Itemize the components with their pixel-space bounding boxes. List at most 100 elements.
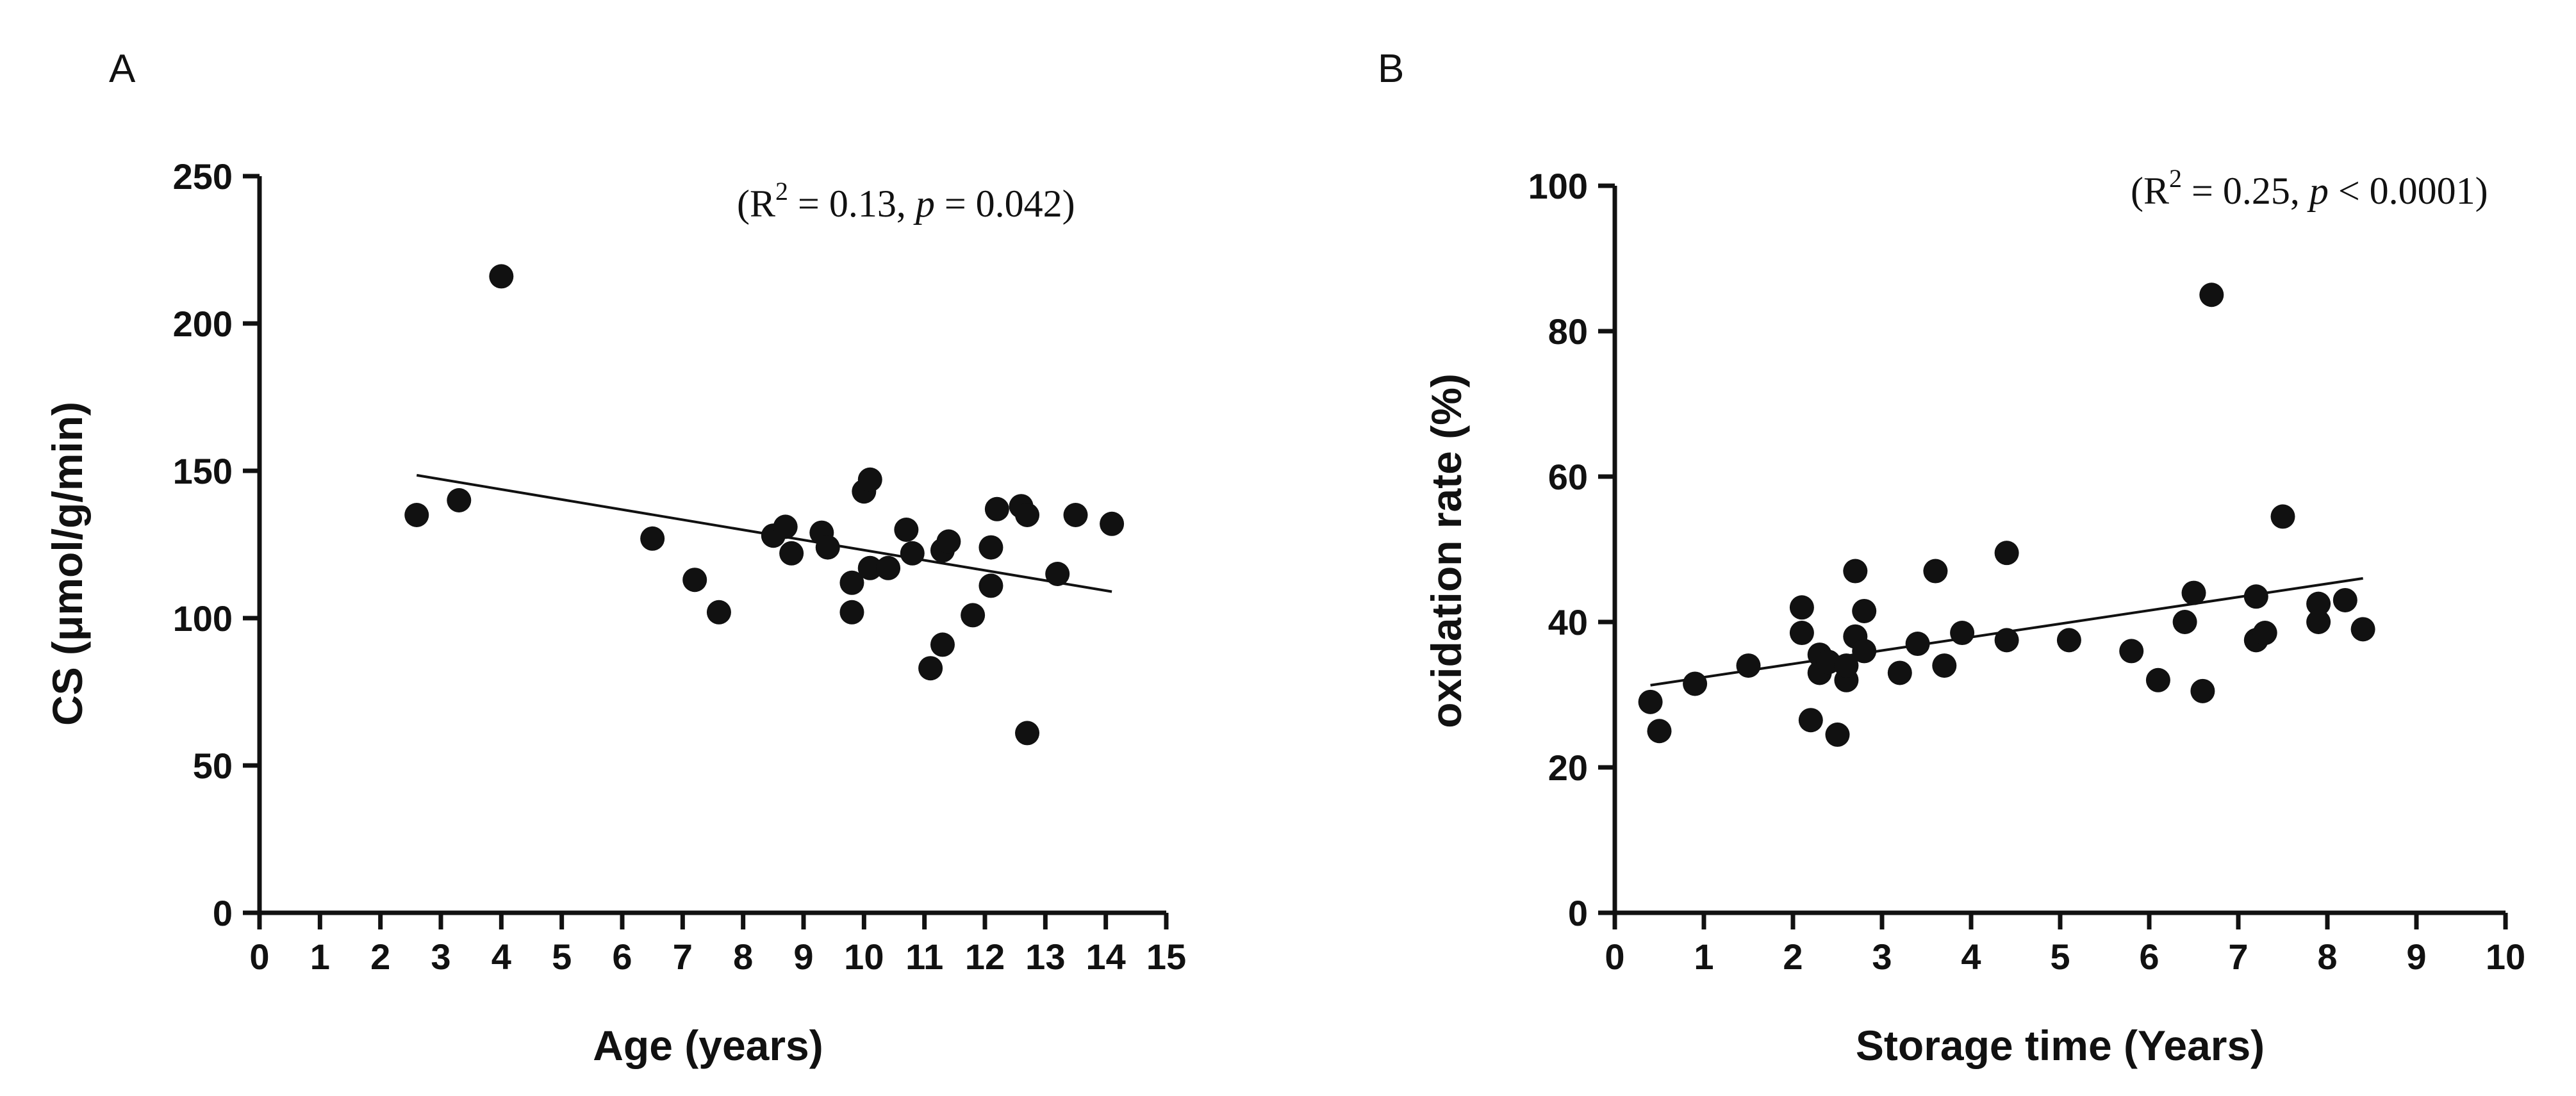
stats-r-value: = 0.13,: [788, 183, 916, 225]
data-point: [1994, 541, 2019, 566]
y-tick-label: 0: [1568, 893, 1588, 933]
stats-p-value: < 0.0001): [2329, 170, 2488, 212]
data-point: [1843, 559, 1868, 584]
x-tick-label: 5: [552, 937, 572, 977]
x-tick-label: 4: [1961, 937, 1981, 977]
y-tick-label: 200: [173, 304, 233, 344]
y-tick-label: 80: [1548, 311, 1588, 352]
data-point: [1736, 653, 1761, 678]
x-tick-label: 0: [1605, 937, 1624, 977]
x-tick-label: 12: [965, 937, 1005, 977]
panel-b-letter: B: [1378, 47, 1404, 91]
data-point: [1638, 689, 1663, 714]
stats-p-label: p: [2307, 170, 2329, 212]
stats-r-label: (R: [737, 183, 775, 225]
data-point: [1994, 628, 2019, 653]
data-point: [2190, 678, 2215, 703]
data-point: [1683, 671, 1708, 696]
x-tick-label: 2: [370, 937, 390, 977]
data-point: [2145, 667, 2170, 692]
data-point: [706, 600, 731, 625]
y-tick-label: 100: [1528, 166, 1588, 206]
data-point: [640, 526, 665, 551]
data-point: [1063, 503, 1088, 527]
panel-a-stats-annotation: (R2 = 0.13, p = 0.042): [737, 177, 1075, 225]
panel-b-axes: [1612, 186, 2506, 915]
panel-a-chart: A (R2 = 0.13, p = 0.042) Age (years) CS …: [44, 47, 1186, 1069]
x-tick-label: 1: [310, 937, 330, 977]
x-tick-label: 7: [673, 937, 693, 977]
data-point: [984, 496, 1009, 521]
data-point: [936, 529, 961, 554]
data-point: [857, 555, 882, 580]
x-tick-label: 6: [612, 937, 632, 977]
stats-r-superscript: 2: [775, 177, 788, 206]
panel-a-data-points: [404, 264, 1125, 746]
x-tick-label: 5: [2050, 937, 2070, 977]
y-tick-label: 150: [173, 451, 233, 491]
data-point: [2270, 504, 2295, 529]
data-point: [1789, 621, 1814, 646]
x-tick-label: 7: [2228, 937, 2248, 977]
data-point: [1905, 632, 1930, 657]
y-tick-label: 100: [173, 598, 233, 639]
data-point: [1923, 559, 1948, 584]
data-point: [1045, 562, 1070, 586]
x-tick-label: 10: [2486, 937, 2525, 977]
data-point: [1932, 653, 1957, 678]
stats-p-label: p: [913, 183, 935, 225]
stats-r-value: = 0.25,: [2182, 170, 2309, 212]
data-point: [2243, 584, 2268, 609]
x-tick-label: 4: [491, 937, 511, 977]
data-point: [489, 264, 514, 289]
stats-p-value: = 0.042): [935, 183, 1075, 225]
data-point: [1852, 598, 1877, 623]
stats-r-superscript: 2: [2169, 164, 2182, 193]
x-tick-label: 11: [905, 937, 943, 977]
data-point: [1015, 721, 1040, 746]
data-point: [1100, 511, 1125, 536]
data-point: [1798, 708, 1823, 733]
data-point: [2181, 580, 2206, 605]
x-tick-label: 2: [1783, 937, 1803, 977]
panel-b-chart: B (R2 = 0.25, p < 0.0001) Storage time (…: [1378, 47, 2525, 1069]
data-point: [2306, 610, 2331, 634]
data-point: [682, 568, 707, 593]
data-point: [1950, 621, 1975, 646]
data-point: [2350, 617, 2375, 642]
panel-b-stats-annotation: (R2 = 0.25, p < 0.0001): [2131, 164, 2488, 212]
data-point: [894, 518, 919, 542]
x-tick-label: 0: [249, 937, 269, 977]
data-point: [978, 535, 1003, 560]
data-point: [2056, 628, 2081, 653]
y-tick-label: 50: [193, 746, 233, 786]
data-point: [773, 514, 798, 539]
data-point: [815, 535, 840, 560]
panel-a-axes: [257, 176, 1166, 915]
data-point: [900, 541, 925, 566]
x-tick-label: 8: [733, 937, 753, 977]
x-tick-label: 1: [1694, 937, 1713, 977]
panel-b-y-axis-label: oxidation rate (%): [1423, 373, 1470, 728]
data-point: [2332, 587, 2357, 612]
x-tick-label: 9: [793, 937, 813, 977]
data-point: [839, 570, 864, 595]
data-point: [961, 603, 986, 628]
data-point: [2199, 282, 2224, 307]
y-tick-label: 0: [213, 893, 233, 933]
x-tick-label: 3: [431, 937, 450, 977]
data-point: [876, 555, 901, 580]
data-point: [1015, 503, 1040, 527]
data-point: [2172, 610, 2197, 634]
panel-a-letter: A: [109, 47, 136, 91]
y-tick-label: 20: [1548, 748, 1588, 788]
data-point: [779, 541, 804, 566]
x-tick-label: 3: [1872, 937, 1892, 977]
panel-b-data-points: [1638, 282, 2375, 747]
data-point: [1825, 722, 1850, 747]
data-point: [404, 503, 429, 527]
data-point: [978, 573, 1003, 598]
stats-r-label: (R: [2131, 170, 2169, 212]
data-point: [1789, 595, 1814, 620]
